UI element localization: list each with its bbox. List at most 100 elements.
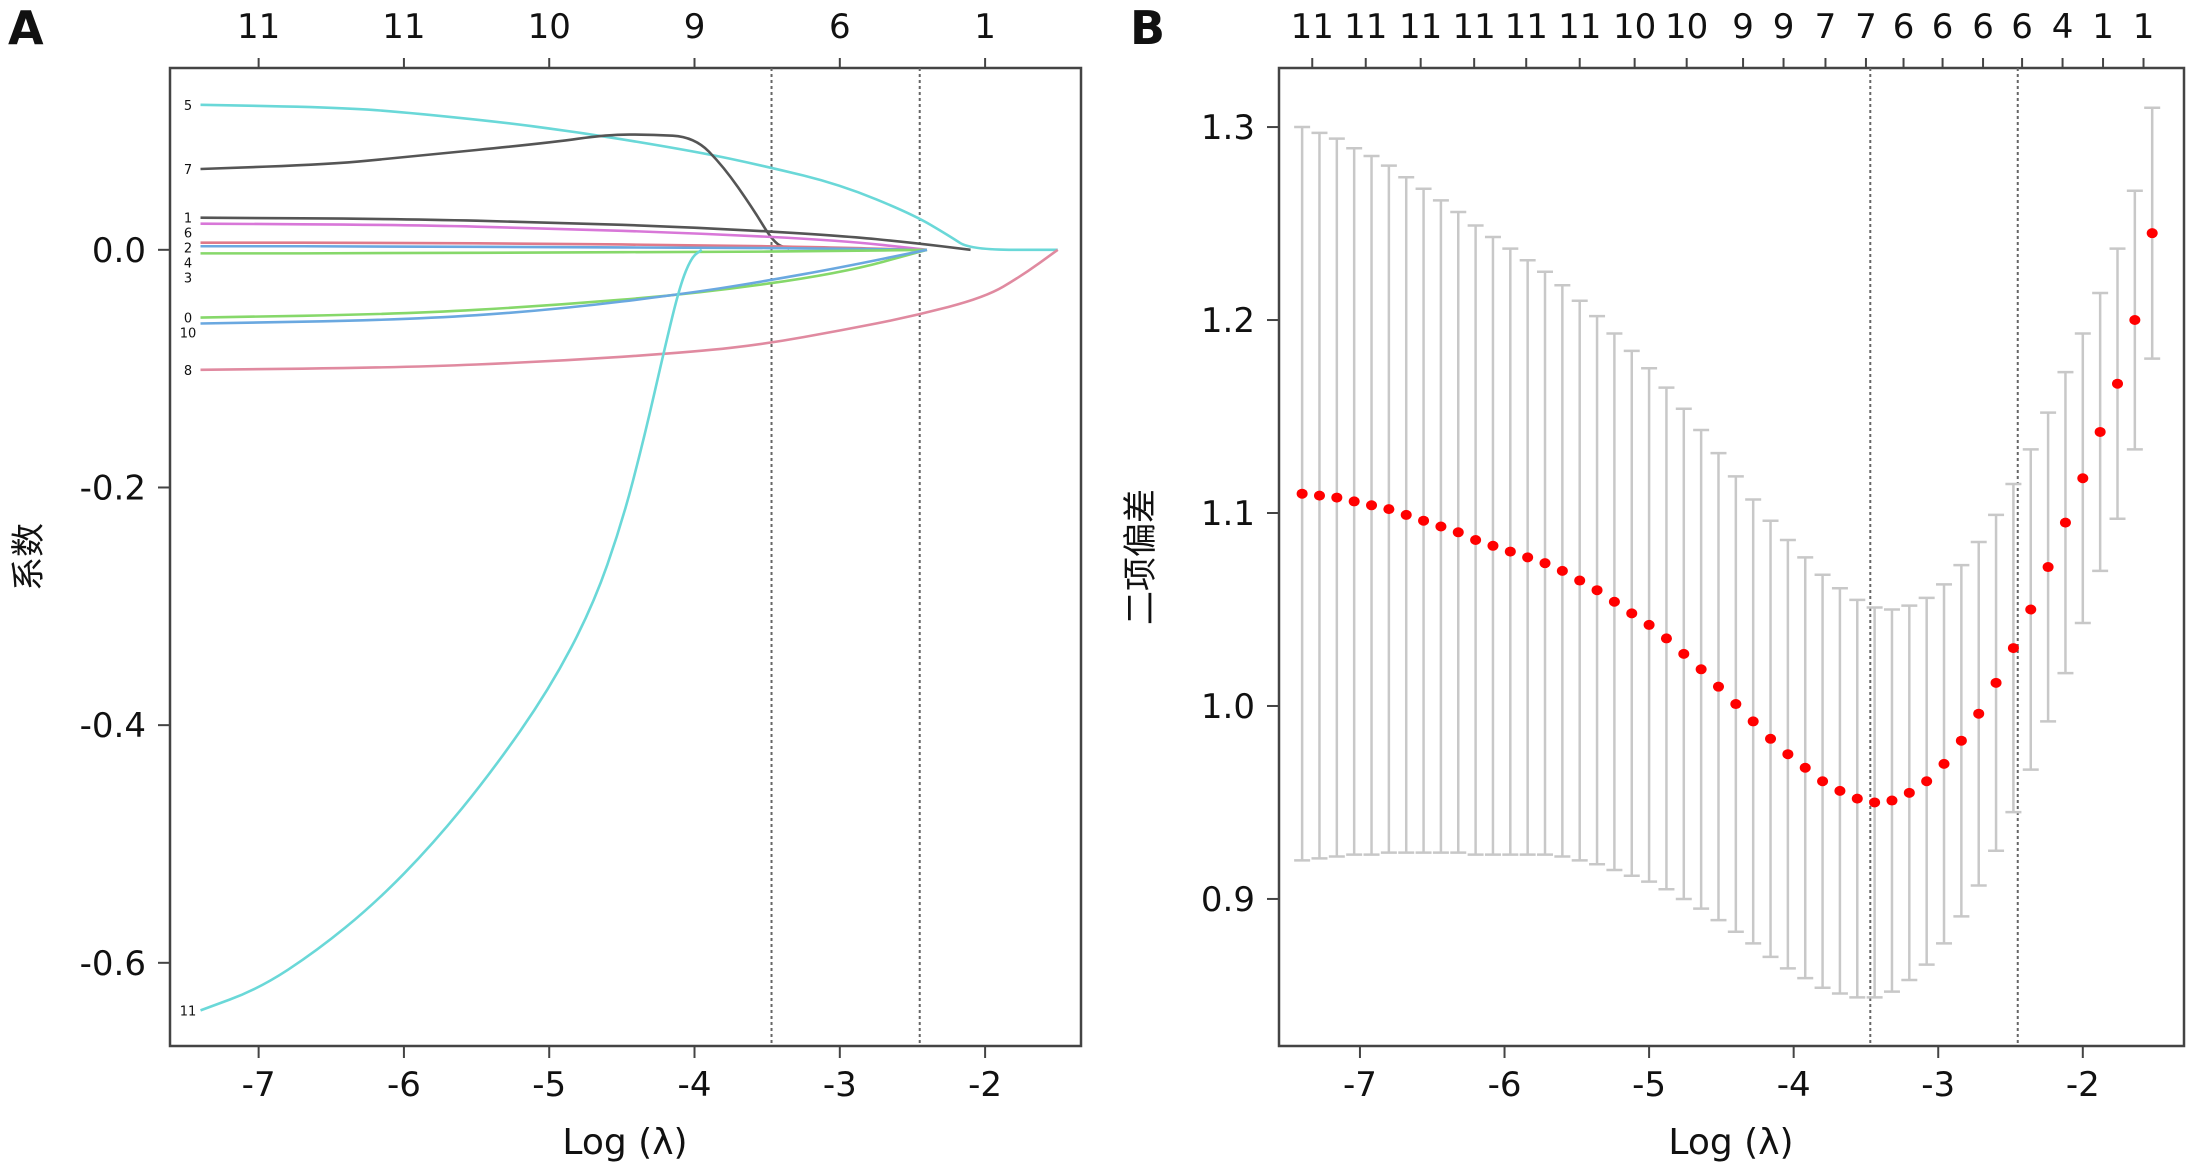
series-label: 11: [180, 1004, 197, 1019]
top-tick-label-b: 9: [1732, 7, 1754, 47]
y-tick-label-b: 1.0: [1201, 687, 1255, 727]
y-axis-label-b: 二项偏差: [1121, 489, 1161, 625]
top-tick-label-b: 4: [2052, 7, 2074, 47]
y-tick-label-b: 1.2: [1201, 301, 1255, 341]
mean-deviance-point: [1747, 716, 1759, 727]
mean-deviance-point: [1678, 648, 1690, 659]
mean-deviance-point: [1591, 585, 1603, 596]
top-tick-label-b: 10: [1613, 7, 1656, 47]
mean-deviance-point: [1504, 546, 1516, 557]
x-axis-label-a: Log (λ): [562, 1122, 687, 1163]
top-tick-label-b: 6: [1972, 7, 1994, 47]
x-tick-label-a: -5: [532, 1065, 566, 1105]
mean-deviance-point: [2094, 426, 2106, 437]
top-tick-label-b: 1: [2133, 7, 2155, 47]
y-tick-label-b: 0.9: [1201, 880, 1255, 920]
mean-deviance-point: [1574, 575, 1586, 586]
mean-deviance-point: [1608, 596, 1620, 607]
mean-deviance-point: [2059, 517, 2071, 528]
top-tick-label-b: 11: [1344, 7, 1387, 47]
mean-deviance-point: [1313, 490, 1325, 501]
mean-deviance-point: [1817, 776, 1829, 787]
x-tick-label-b: -3: [1921, 1065, 1955, 1105]
mean-deviance-point: [2077, 473, 2089, 484]
x-tick-label-b: -5: [1632, 1065, 1666, 1105]
x-tick-label-a: -7: [242, 1065, 276, 1105]
series-label: 1: [184, 212, 192, 227]
mean-deviance-point: [1695, 664, 1707, 675]
x-tick-label-a: -3: [823, 1065, 857, 1105]
mean-deviance-point: [1470, 535, 1482, 546]
x-tick-label-a: -2: [968, 1065, 1002, 1105]
mean-deviance-point: [1418, 515, 1430, 526]
mean-deviance-point: [1296, 488, 1308, 499]
mean-deviance-point: [1643, 619, 1655, 630]
mean-deviance-point: [2007, 643, 2019, 654]
mean-deviance-point: [1452, 527, 1464, 538]
y-tick-label-a: -0.6: [80, 944, 146, 984]
x-tick-label-b: -2: [2066, 1065, 2100, 1105]
y-axis-label-a: 系数: [9, 523, 49, 591]
mean-deviance-point: [1782, 749, 1794, 760]
plot-frame-b: [1277, 66, 2186, 1048]
mean-deviance-point: [1851, 793, 1863, 804]
mean-deviance-point: [1921, 776, 1933, 787]
top-tick-label-b: 6: [2011, 7, 2033, 47]
top-tick-label-a: 11: [237, 7, 280, 47]
mean-deviance-point: [1990, 677, 2002, 688]
coefficient-path-3: [200, 248, 928, 255]
mean-deviance-point: [1869, 797, 1881, 808]
top-tick-label-a: 11: [382, 7, 425, 47]
mean-deviance-point: [1400, 509, 1412, 520]
mean-deviance-point: [1903, 787, 1915, 798]
series-label: 5: [184, 99, 192, 114]
panel-label-b: B: [1130, 1, 1165, 55]
y-tick-label-a: -0.4: [80, 706, 146, 746]
y-tick-label-b: 1.3: [1201, 108, 1255, 148]
x-tick-label-b: -7: [1343, 1065, 1377, 1105]
mean-deviance-point: [1955, 735, 1967, 746]
x-tick-label-b: -6: [1488, 1065, 1522, 1105]
top-tick-label-b: 1: [2092, 7, 2114, 47]
panel-label-a: A: [8, 1, 44, 55]
x-axis-label-b: Log (λ): [1668, 1122, 1793, 1163]
mean-deviance-point: [1765, 733, 1777, 744]
mean-deviance-point: [1973, 708, 1985, 719]
top-tick-label-b: 11: [1453, 7, 1496, 47]
mean-deviance-point: [1626, 608, 1638, 619]
series-label: 7: [184, 163, 192, 178]
top-tick-label-b: 11: [1399, 7, 1442, 47]
coefficient-path-6: [200, 222, 928, 252]
series-label: 4: [184, 257, 192, 272]
mean-deviance-point: [1938, 758, 1950, 769]
top-tick-label-a: 10: [528, 7, 571, 47]
coefficient-path-5: [200, 103, 1058, 252]
mean-deviance-point: [2111, 378, 2123, 389]
top-tick-label-b: 7: [1855, 7, 1877, 47]
mean-deviance-point: [1834, 785, 1846, 796]
coefficient-path-8: [200, 248, 1059, 372]
coefficient-path-11: [200, 248, 703, 1012]
mean-deviance-point: [1660, 633, 1672, 644]
mean-deviance-point: [1348, 496, 1360, 507]
series-label: 8: [184, 364, 192, 379]
top-tick-label-b: 9: [1773, 7, 1795, 47]
y-tick-label-a: 0.0: [92, 231, 146, 271]
top-tick-label-b: 11: [1558, 7, 1601, 47]
series-label: 6: [184, 227, 192, 242]
coefficient-path-1: [200, 216, 971, 252]
top-tick-label-b: 6: [1932, 7, 1954, 47]
mean-deviance-point: [1522, 552, 1534, 563]
mean-deviance-point: [1331, 492, 1343, 503]
top-tick-label-a: 1: [974, 7, 996, 47]
mean-deviance-point: [2025, 604, 2037, 615]
panel-b: B 二项偏差 Log (λ) -7 -6 -5 -4 -3 -2 0.9 1.0 1.1 1.2 1…: [1121, 1, 2186, 1163]
top-tick-label-b: 7: [1815, 7, 1837, 47]
top-tick-label-b: 11: [1291, 7, 1334, 47]
mean-deviance-point: [1487, 540, 1499, 551]
series-label: 0: [184, 312, 192, 327]
mean-deviance-point: [1539, 558, 1551, 569]
series-label: 2: [184, 242, 192, 257]
mean-deviance-point: [1383, 504, 1395, 515]
